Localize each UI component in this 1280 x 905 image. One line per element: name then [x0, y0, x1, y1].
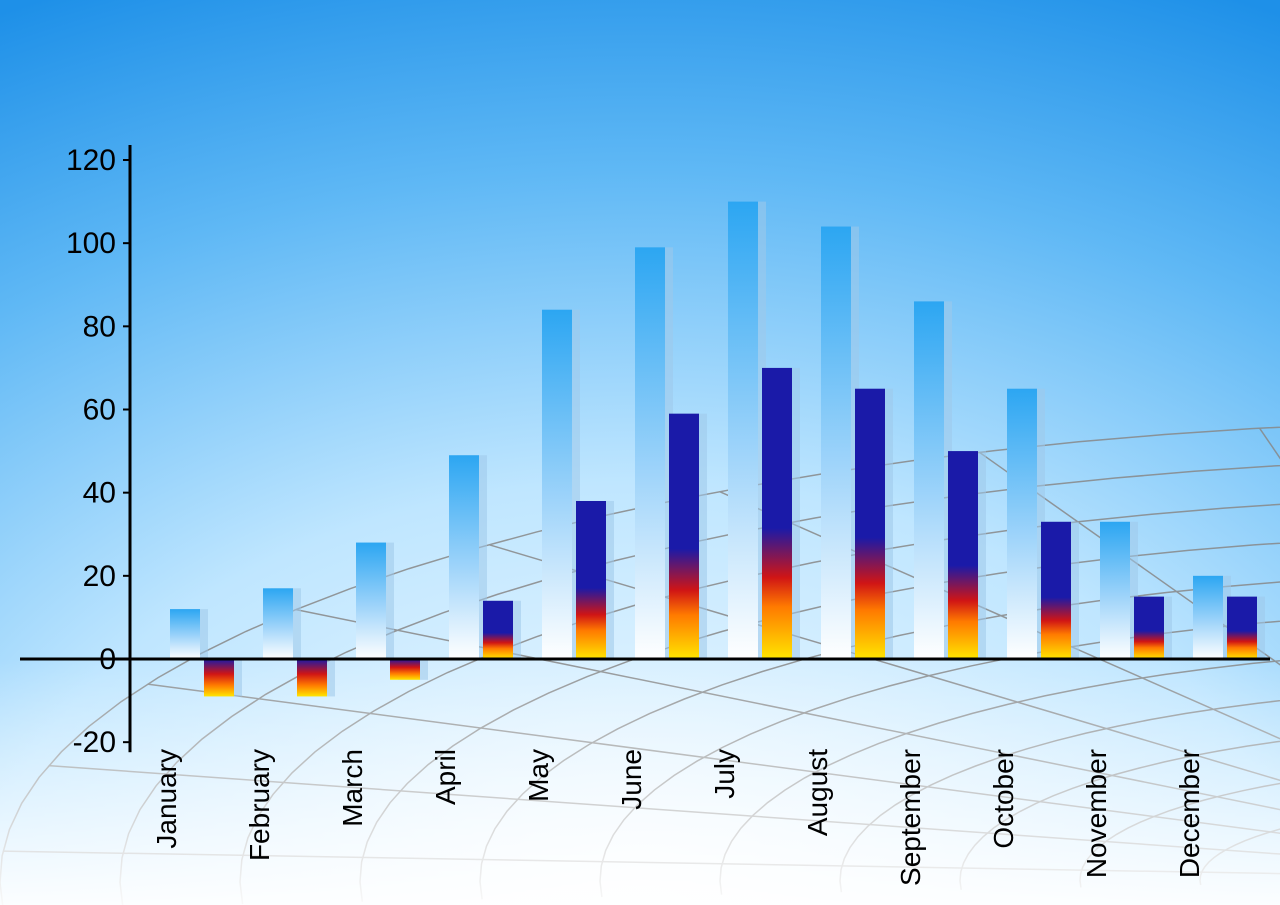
x-label: January [151, 749, 182, 849]
secondary-bar [1134, 597, 1164, 659]
x-label: August [802, 749, 833, 836]
y-tick-label: 120 [66, 144, 116, 177]
primary-bar [170, 609, 200, 659]
x-label: March [337, 749, 368, 827]
y-tick-label: 20 [83, 560, 116, 593]
secondary-bar [483, 601, 513, 659]
secondary-bar [855, 389, 885, 659]
x-label: July [709, 749, 740, 799]
x-label: December [1174, 749, 1205, 878]
primary-bar [263, 588, 293, 659]
x-label: May [523, 749, 554, 802]
secondary-bar [669, 414, 699, 659]
y-tick-label: 40 [83, 477, 116, 510]
y-tick-label: 80 [83, 310, 116, 343]
monthly-bar-chart: -20020406080100120JanuaryFebruaryMarchAp… [0, 0, 1280, 905]
secondary-bar [948, 451, 978, 659]
primary-bar [449, 455, 479, 659]
y-tick-label: 60 [83, 394, 116, 427]
x-label: October [988, 749, 1019, 849]
x-label: February [244, 749, 275, 861]
x-label: April [430, 749, 461, 805]
primary-bar [1100, 522, 1130, 659]
secondary-bar [390, 659, 420, 680]
primary-bar [635, 247, 665, 659]
primary-bar [542, 310, 572, 659]
secondary-bar [576, 501, 606, 659]
x-label: November [1081, 749, 1112, 878]
secondary-bar [1227, 597, 1257, 659]
y-tick-label: -20 [73, 726, 116, 759]
secondary-bar [204, 659, 234, 696]
x-label: June [616, 749, 647, 810]
primary-bar [1007, 389, 1037, 659]
secondary-bar [762, 368, 792, 659]
y-tick-label: 100 [66, 227, 116, 260]
primary-bar [728, 202, 758, 659]
x-label: September [895, 749, 926, 886]
primary-bar [821, 227, 851, 659]
primary-bar [356, 543, 386, 659]
primary-bar [1193, 576, 1223, 659]
primary-bar [914, 301, 944, 659]
secondary-bar [1041, 522, 1071, 659]
chart-stage: -20020406080100120JanuaryFebruaryMarchAp… [0, 0, 1280, 905]
secondary-bar [297, 659, 327, 696]
